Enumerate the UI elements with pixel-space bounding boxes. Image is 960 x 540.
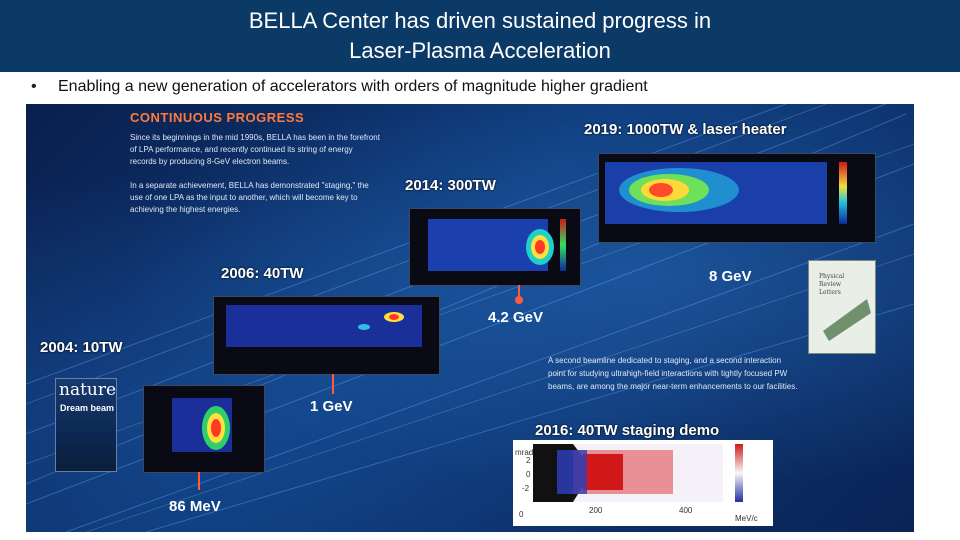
milestone-2004: 2004: 10TW bbox=[40, 339, 123, 356]
plot-2019-image bbox=[605, 162, 847, 224]
nature-cover-image: nature Dream beam bbox=[55, 378, 117, 472]
poster-paragraph-1: Since its beginnings in the mid 1990s, B… bbox=[130, 133, 380, 166]
prl-line-2: Review bbox=[819, 281, 842, 288]
plot-2014-image bbox=[428, 219, 566, 271]
energy-86mev: 86 MeV bbox=[169, 498, 221, 515]
plot-2006-spectrum bbox=[213, 296, 440, 375]
poster-paragraph-3: A second beamline dedicated to staging, … bbox=[548, 356, 798, 391]
prl-line-1: Physical bbox=[819, 273, 845, 280]
nature-logo: nature bbox=[59, 380, 117, 400]
pin-86mev bbox=[198, 472, 200, 490]
poster-heading: CONTINUOUS PROGRESS bbox=[130, 110, 305, 125]
plot-2016-image bbox=[533, 444, 743, 502]
pin-1gev bbox=[332, 374, 334, 394]
prl-cover-title: Physical Review Letters bbox=[819, 273, 844, 297]
milestone-2006: 2006: 40TW bbox=[221, 265, 304, 282]
pin-4gev bbox=[518, 285, 520, 300]
staging-ytick-2: 2 bbox=[526, 456, 531, 465]
energy-4gev: 4.2 GeV bbox=[488, 309, 544, 326]
bullet-text: Enabling a new generation of accelerator… bbox=[58, 78, 648, 95]
staging-ytick-0: 0 bbox=[526, 470, 531, 479]
plot-2014-spectrum bbox=[409, 208, 581, 286]
title-bar: BELLA Center has driven sustained progre… bbox=[0, 0, 960, 72]
prl-cover-graphic bbox=[823, 299, 871, 341]
plot-2004-spectrum bbox=[143, 385, 265, 473]
energy-8gev: 8 GeV bbox=[709, 268, 752, 285]
poster-paragraph-2: In a separate achievement, BELLA has dem… bbox=[130, 181, 369, 214]
pin-dot-4gev bbox=[515, 296, 523, 304]
bullet-marker: • bbox=[31, 78, 37, 95]
slide-title: BELLA Center has driven sustained progre… bbox=[0, 6, 960, 66]
staging-xunit: MeV/c bbox=[735, 514, 758, 523]
plot-2006-image bbox=[226, 305, 422, 347]
milestone-2014: 2014: 300TW bbox=[405, 177, 496, 194]
prl-cover-image: Physical Review Letters bbox=[808, 260, 876, 354]
slide-title-line1: BELLA Center has driven sustained progre… bbox=[248, 8, 712, 33]
staging-ytick-neg2: -2 bbox=[522, 484, 530, 493]
slide-title-line2: Laser-Plasma Acceleration bbox=[349, 38, 611, 63]
staging-xtick-0: 0 bbox=[519, 510, 524, 519]
energy-1gev: 1 GeV bbox=[310, 398, 353, 415]
staging-ylabel: mrad bbox=[515, 448, 534, 457]
plot-2004-image bbox=[172, 398, 232, 452]
nature-cover-subtitle: Dream beam bbox=[60, 403, 115, 413]
milestone-2019: 2019: 1000TW & laser heater bbox=[584, 121, 787, 138]
plot-2016-staging: mrad 2 0 -2 0 200 400 MeV/c bbox=[513, 440, 773, 526]
prl-line-3: Letters bbox=[819, 289, 841, 296]
progress-poster: CONTINUOUS PROGRESS Since its beginnings… bbox=[26, 104, 914, 532]
plot-2019-spectrum bbox=[598, 153, 876, 243]
milestone-2016: 2016: 40TW staging demo bbox=[535, 422, 720, 439]
staging-xtick-200: 200 bbox=[589, 506, 603, 515]
staging-xtick-400: 400 bbox=[679, 506, 693, 515]
